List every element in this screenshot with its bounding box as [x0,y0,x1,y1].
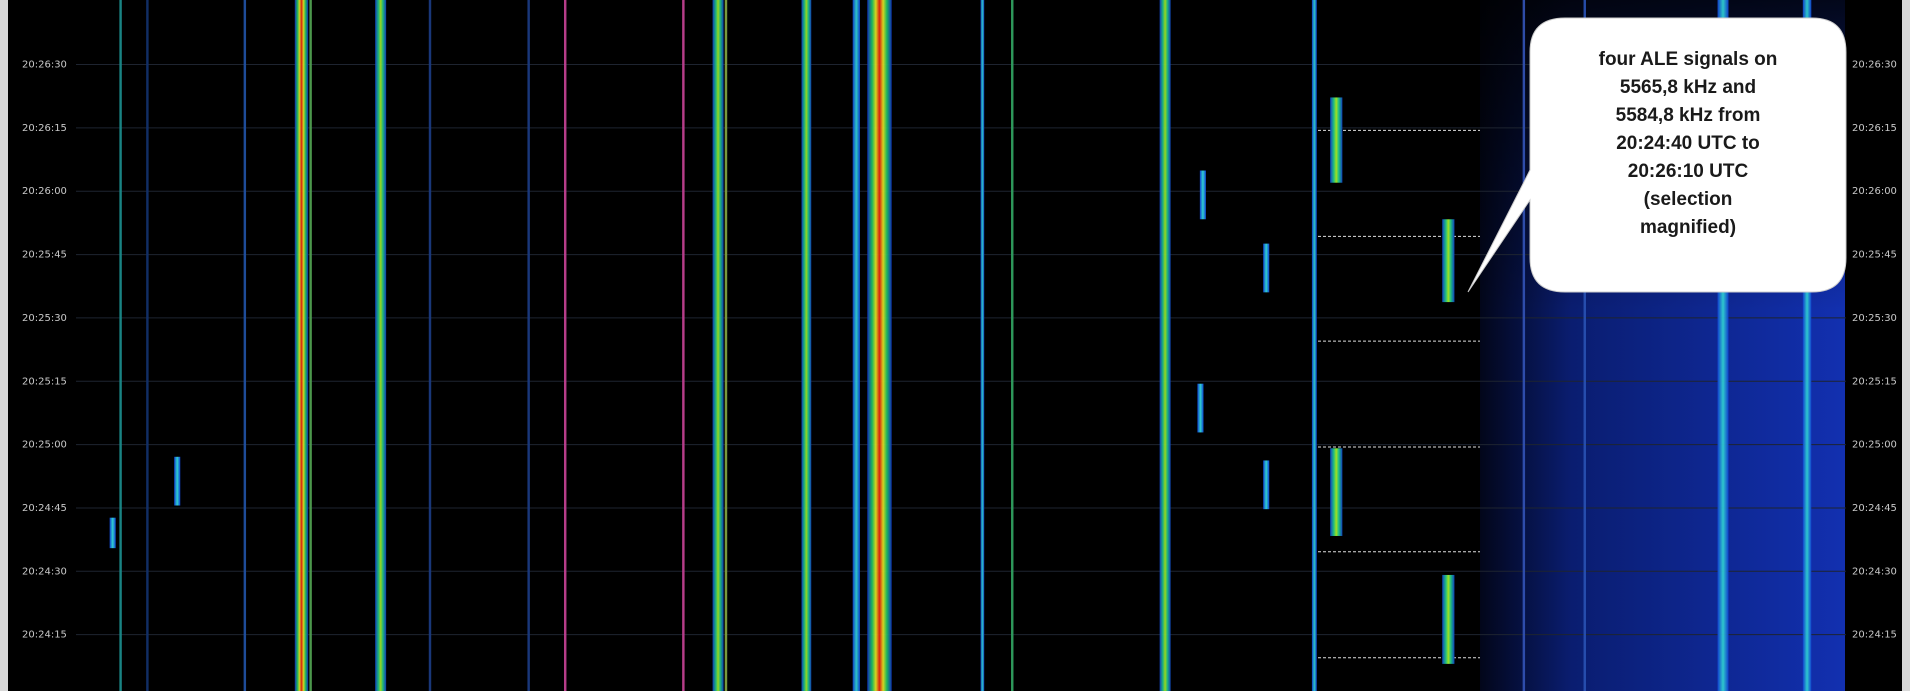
signal-stripe [119,0,122,691]
time-label-left: 20:24:45 [22,503,67,514]
signal-stripe [852,0,860,691]
signal-stripe [1011,0,1014,691]
time-label-left: 20:26:15 [22,123,67,134]
time-label-right: 20:26:15 [1852,123,1897,134]
short-burst [1263,460,1270,510]
callout-line: 20:24:40 UTC to [1616,133,1760,154]
signal-stripe [1159,0,1171,691]
signal-stripe [563,0,567,691]
callout-line: (selection [1644,189,1733,210]
signal-stripe [1717,0,1729,691]
time-label-right: 20:24:15 [1852,630,1897,641]
time-label-right: 20:26:30 [1852,60,1897,71]
time-label-left: 20:26:30 [22,60,67,71]
callout-line: 5565,8 kHz and [1620,77,1756,98]
time-label-right: 20:25:45 [1852,250,1897,261]
short-burst [1197,383,1204,433]
signal-stripe [682,0,685,691]
signal-stripe [1311,0,1317,691]
signal-stripe [980,0,985,691]
signal-stripe [1583,0,1586,691]
short-burst [1263,243,1270,293]
signal-stripe [428,0,432,691]
signal-stripe [527,0,530,691]
signal-stripe [294,0,309,691]
time-label-right: 20:25:15 [1852,376,1897,387]
time-label-left: 20:26:00 [22,186,67,197]
ale-burst [1330,97,1343,183]
signal-stripe [712,0,724,691]
ale-burst [1442,574,1455,664]
time-label-left: 20:24:30 [22,566,67,577]
callout-line: 20:26:10 UTC [1628,161,1749,182]
signal-stripe [801,0,812,691]
time-label-right: 20:24:30 [1852,566,1897,577]
time-label-left: 20:25:30 [22,313,67,324]
time-label-right: 20:26:00 [1852,186,1897,197]
time-label-right: 20:25:00 [1852,440,1897,451]
callout-line: four ALE signals on [1599,49,1778,70]
signal-stripe [1522,0,1526,691]
signal-stripe [867,0,892,691]
time-label-right: 20:25:30 [1852,313,1897,324]
time-label-left: 20:24:15 [22,630,67,641]
signal-stripe [146,0,149,691]
signal-stripe [309,0,312,691]
time-label-right: 20:24:45 [1852,503,1897,514]
callout-line: 5584,8 kHz from [1616,105,1761,126]
time-label-left: 20:25:15 [22,376,67,387]
short-burst [109,517,116,549]
short-burst [1199,170,1206,220]
ale-burst [1330,448,1343,536]
callout-line: magnified) [1640,217,1736,238]
short-burst [174,456,181,506]
signal-stripe [724,0,728,691]
callout-bubble [1467,17,1847,293]
time-label-left: 20:25:00 [22,440,67,451]
callout: four ALE signals on 5565,8 kHz and 5584,8 … [1467,17,1847,293]
ale-burst [1442,219,1455,303]
signal-stripe [243,0,247,691]
signal-stripe [375,0,387,691]
time-label-left: 20:25:45 [22,250,67,261]
signal-stripe [1802,0,1812,691]
